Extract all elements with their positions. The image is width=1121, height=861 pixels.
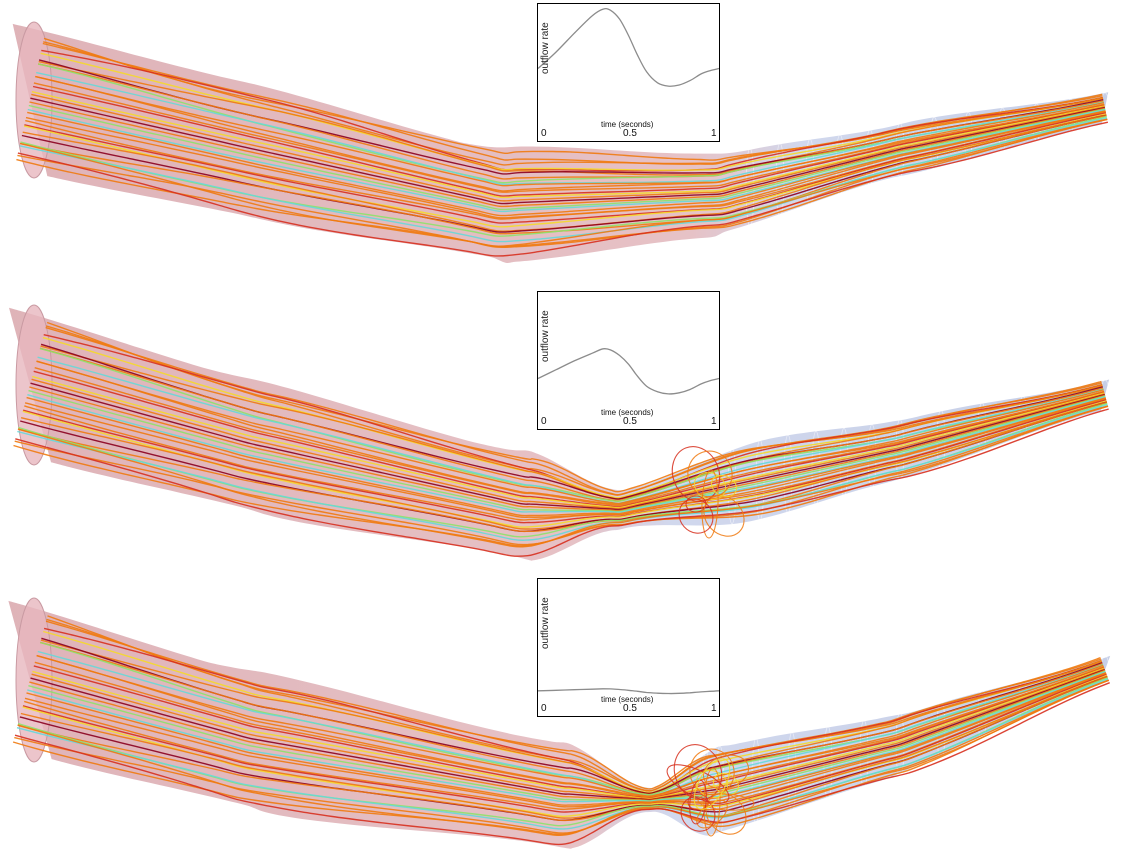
streamline (19, 114, 1107, 235)
x-tick-0: 0 (541, 128, 547, 139)
recirculation-loop (702, 754, 750, 790)
streamline (26, 396, 1106, 517)
recirculation-loop (701, 469, 719, 539)
streamline (28, 389, 1106, 513)
recirculation-loop (697, 793, 755, 811)
vessel-render-3 (8, 597, 1111, 849)
streamline (33, 82, 1105, 193)
vessel-panel-1: outflow rate time (seconds) 0 0.5 1 (0, 0, 1121, 287)
recirculation-loop (705, 793, 747, 835)
streamline (15, 408, 1109, 557)
streamline (42, 42, 1103, 165)
outflow-series-line (538, 7, 719, 87)
outflow-plot-3 (538, 688, 719, 695)
y-axis-label: outflow rate (540, 310, 551, 362)
streamline (38, 63, 1104, 180)
y-axis-label: outflow rate (540, 22, 551, 74)
vessel-render-1 (12, 21, 1110, 263)
streamline (16, 118, 1108, 248)
streamline (17, 118, 1108, 249)
streamline (31, 91, 1105, 199)
streamline (32, 375, 1105, 509)
streamline (29, 386, 1106, 512)
recirculation-loop (703, 767, 721, 837)
streamline (27, 394, 1106, 513)
x-axis-label: time (seconds) (601, 408, 654, 417)
streamline (31, 93, 1105, 202)
x-tick-1: 1 (711, 416, 717, 427)
streamline (13, 405, 1109, 547)
streamline (46, 618, 1102, 792)
streamline (24, 112, 1107, 224)
streamline (36, 71, 1104, 186)
recirculation-loop (703, 495, 745, 537)
x-tick-1: 1 (711, 703, 717, 714)
streamline (45, 325, 1103, 496)
recirculation-loop (673, 744, 723, 800)
recirculation-loop (671, 446, 721, 502)
vessel-render-2 (9, 304, 1110, 561)
streamline (35, 75, 1105, 192)
outflow-chart-2: outflow rate time (seconds) 0 0.5 1 (537, 291, 720, 430)
outflow-chart-1: outflow rate time (seconds) 0 0.5 1 (537, 3, 720, 142)
recirculation-loop (693, 758, 731, 810)
x-tick-0.5: 0.5 (623, 416, 637, 427)
streamline (30, 97, 1106, 205)
x-tick-0: 0 (541, 416, 547, 427)
streamline (28, 104, 1106, 211)
vessel-panel-2: outflow rate time (seconds) 0 0.5 1 (0, 287, 1121, 574)
streamline (46, 321, 1102, 493)
streamline (35, 75, 1105, 187)
outflow-series-line (538, 688, 719, 695)
recirculation-loop (678, 498, 714, 534)
vessel-wall (12, 23, 1109, 263)
streamline (38, 60, 1104, 176)
x-axis-label: time (seconds) (601, 120, 654, 129)
streamline (19, 118, 1108, 247)
streamline (17, 405, 1109, 548)
streamline (17, 121, 1109, 257)
vessel-panel-3: outflow rate time (seconds) 0 0.5 1 (0, 574, 1121, 861)
streamline (43, 41, 1103, 166)
recirculation-loop (689, 779, 707, 825)
x-tick-0: 0 (541, 703, 547, 714)
streamline (36, 360, 1104, 505)
outflow-plot-2 (538, 347, 719, 395)
streamline (41, 49, 1104, 172)
streamline (33, 370, 1105, 508)
streamline (27, 108, 1106, 213)
streamline (32, 85, 1105, 197)
streamline (31, 378, 1105, 510)
streamline (36, 360, 1105, 506)
x-tick-0.5: 0.5 (623, 703, 637, 714)
streamline (47, 615, 1101, 790)
outflow-chart-3: outflow rate time (seconds) 0 0.5 1 (537, 578, 720, 717)
streamline (30, 382, 1106, 511)
streamline (34, 661, 1105, 799)
x-tick-1: 1 (711, 128, 717, 139)
x-tick-0.5: 0.5 (623, 128, 637, 139)
streamline (29, 101, 1106, 208)
streamline (27, 670, 1106, 803)
streamline (27, 110, 1106, 217)
outflow-series-line (538, 347, 719, 395)
streamline (17, 679, 1110, 837)
streamline (34, 367, 1105, 507)
streamline (14, 682, 1110, 846)
recirculation-loop (687, 450, 733, 498)
outflow-plot-1 (538, 7, 719, 87)
x-axis-label: time (seconds) (601, 695, 654, 704)
y-axis-label: outflow rate (540, 597, 551, 649)
